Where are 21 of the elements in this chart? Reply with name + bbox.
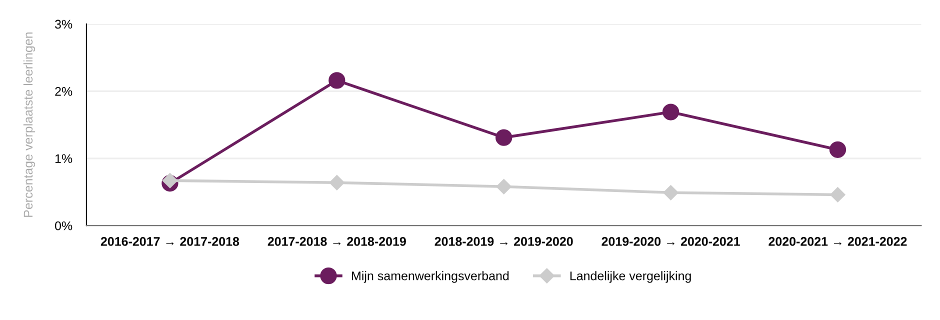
point bbox=[496, 179, 512, 194]
point bbox=[162, 173, 178, 188]
y-tick-label: 0% bbox=[55, 221, 72, 230]
point bbox=[829, 141, 846, 158]
y-tick-label: 1% bbox=[55, 154, 72, 164]
y-axis-title: Percentage verplaatste leerlingen bbox=[23, 32, 36, 217]
x-tick-label: 2020-2021 → 2021-2022 bbox=[768, 237, 907, 246]
x-tick-label: 2017-2018 → 2018-2019 bbox=[268, 237, 406, 246]
x-tick-label: 2016-2017 → 2017-2018 bbox=[100, 237, 240, 246]
point bbox=[662, 104, 680, 120]
point bbox=[663, 185, 678, 200]
y-tick-label: 2% bbox=[55, 87, 72, 96]
y-tick-label: 3% bbox=[55, 20, 72, 29]
point bbox=[328, 72, 346, 89]
legend-label: Mijn samenwerkingsverband bbox=[352, 271, 509, 283]
x-tick-label: 2019-2020 → 2020-2021 bbox=[602, 237, 740, 246]
point bbox=[329, 175, 344, 190]
x-tick-label: 2018-2019 → 2019-2020 bbox=[434, 237, 573, 246]
point bbox=[496, 129, 512, 146]
point bbox=[830, 187, 846, 202]
legend-label: Landelijke vergelijking bbox=[570, 271, 691, 283]
